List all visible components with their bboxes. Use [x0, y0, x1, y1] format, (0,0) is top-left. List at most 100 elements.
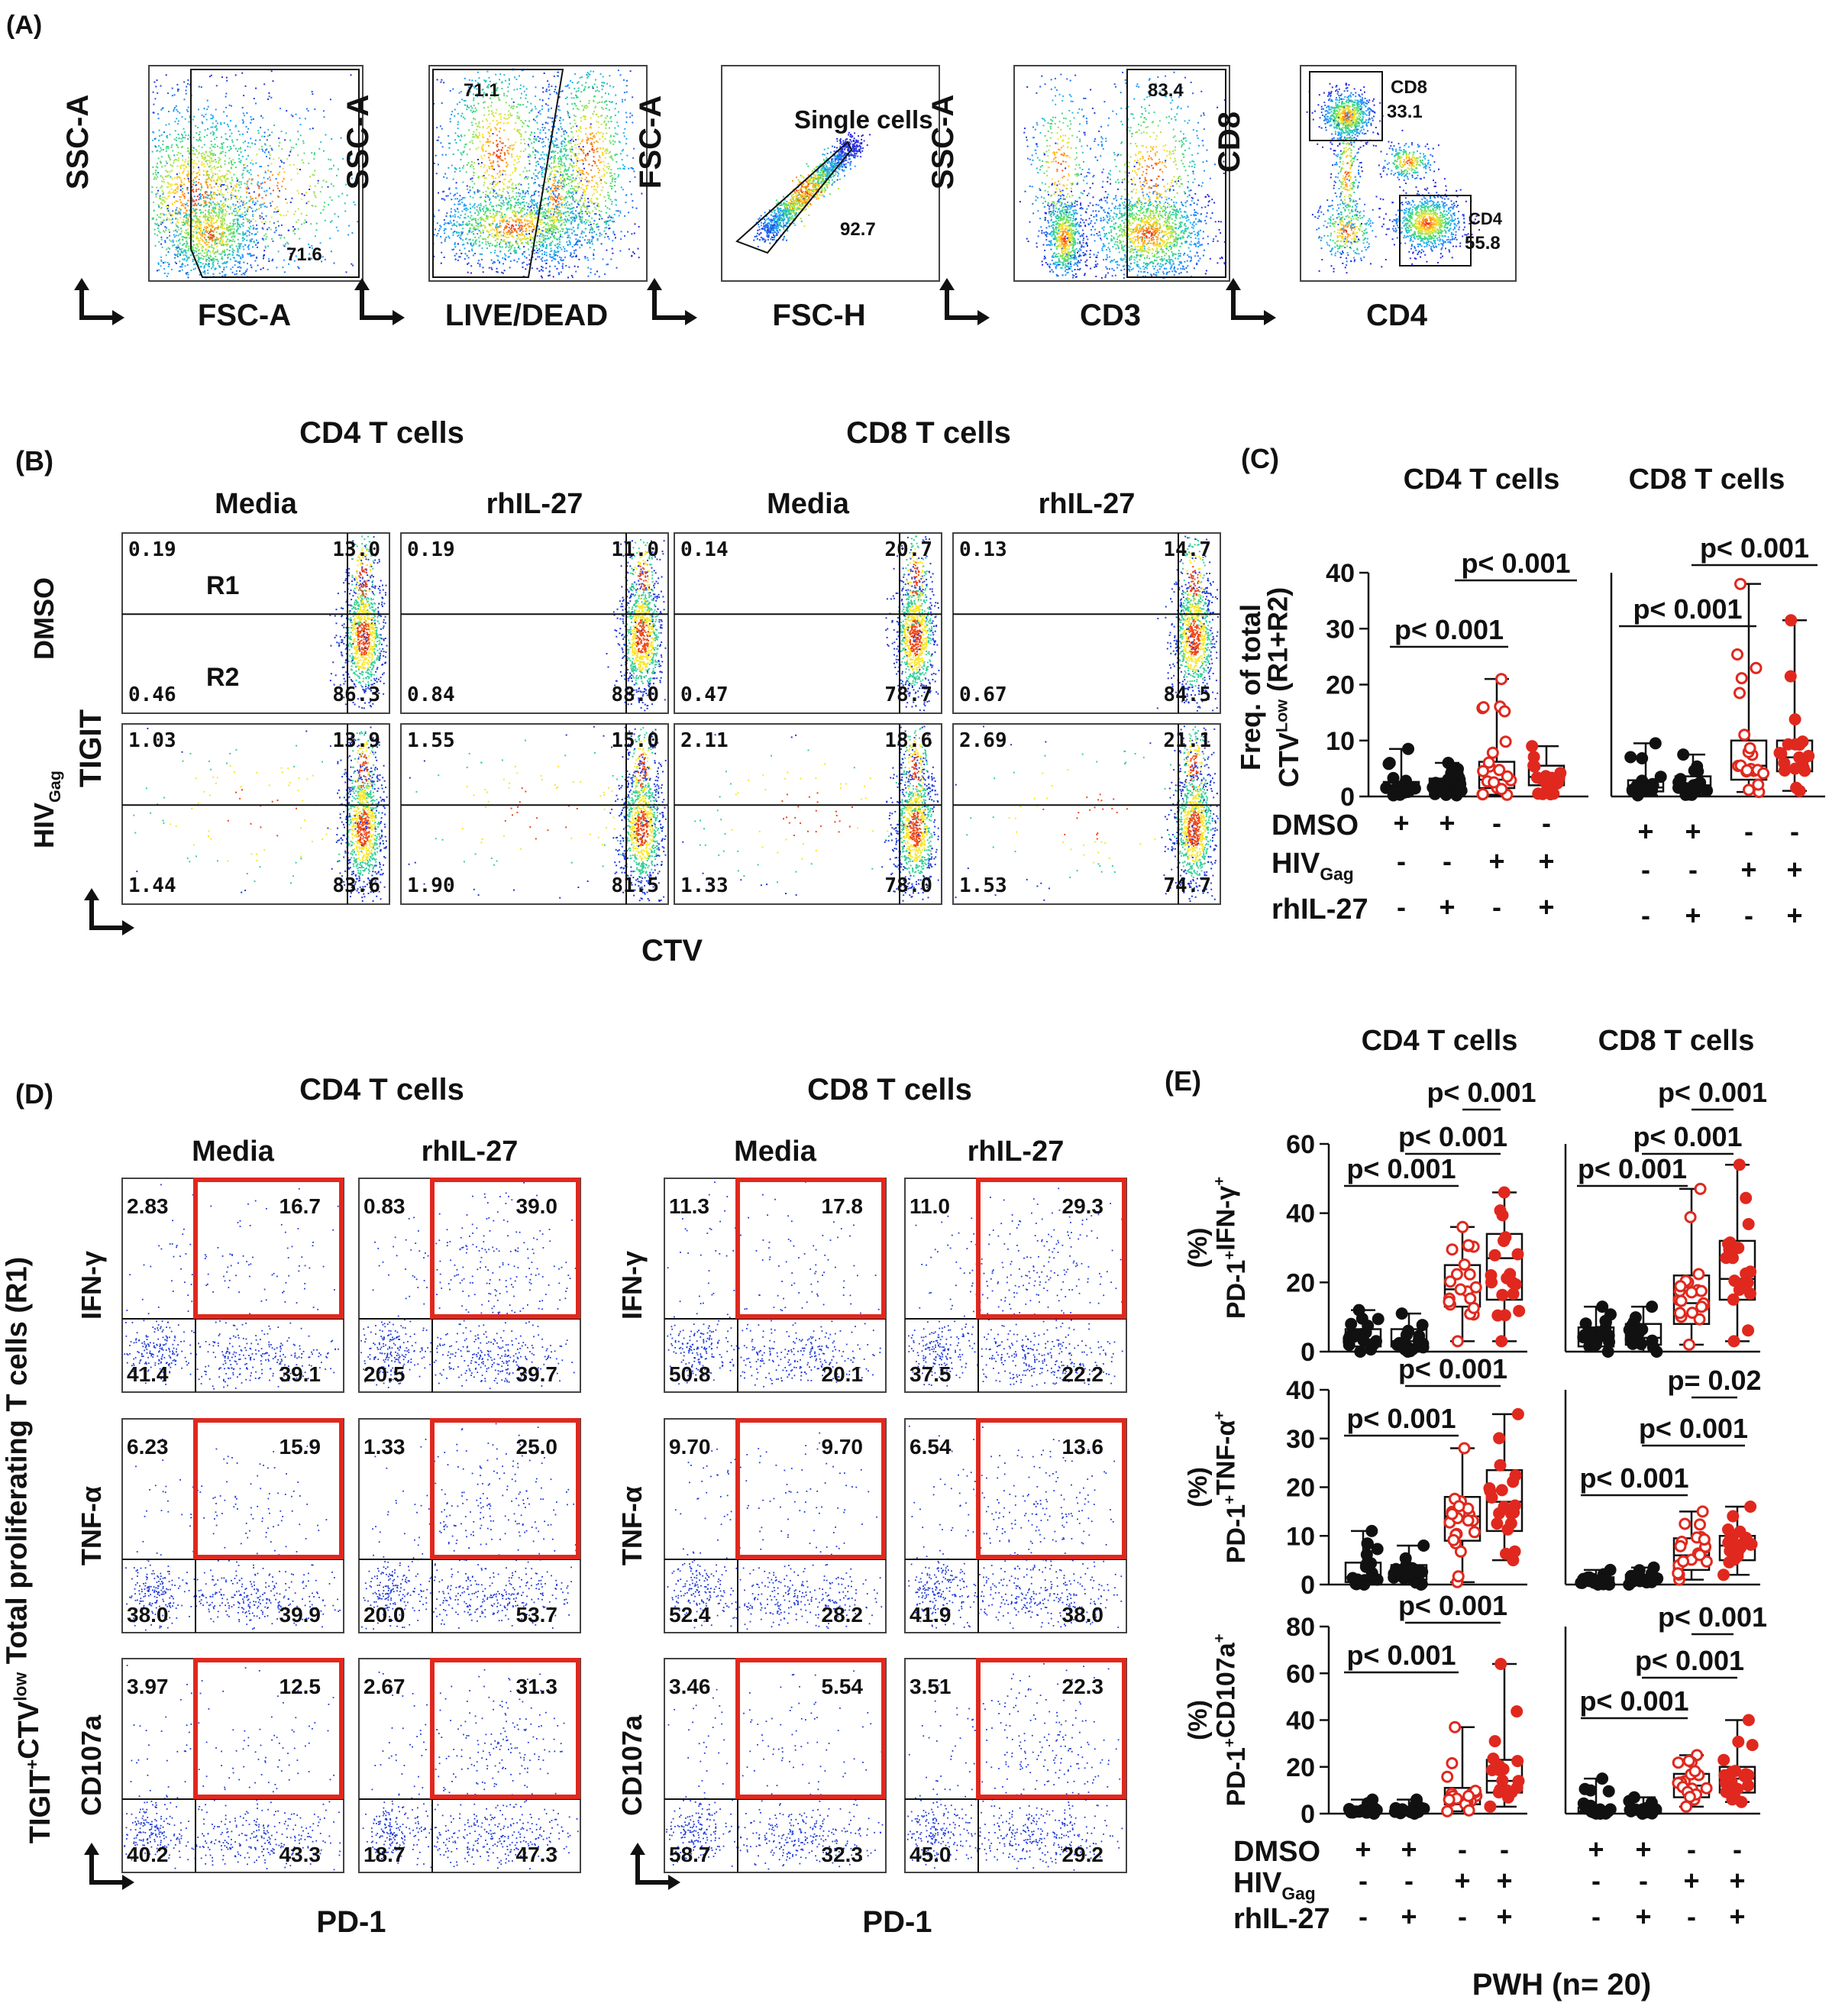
event-dot — [158, 157, 160, 159]
event-dot — [185, 159, 186, 160]
event-dot — [245, 86, 247, 87]
event-dot — [217, 123, 218, 124]
event-dot — [171, 269, 173, 270]
event-dot — [169, 192, 170, 193]
event-dot — [164, 165, 166, 166]
event-dot — [185, 118, 186, 120]
event-dot — [183, 164, 185, 166]
event-dot — [205, 129, 206, 131]
event-dot — [252, 202, 254, 203]
event-dot — [250, 170, 251, 171]
event-dot — [229, 129, 231, 131]
event-dot — [250, 137, 251, 139]
event-dot — [198, 253, 199, 254]
event-dot — [163, 268, 165, 270]
event-dot — [166, 214, 167, 215]
event-dot — [206, 119, 208, 121]
event-dot — [221, 143, 222, 144]
event-dot — [158, 118, 160, 119]
event-dot — [193, 137, 195, 138]
event-dot — [241, 174, 243, 176]
event-dot — [183, 168, 185, 170]
event-dot — [199, 259, 200, 260]
event-dot — [251, 208, 253, 209]
event-dot — [165, 176, 166, 177]
event-dot — [166, 160, 167, 162]
event-dot — [254, 144, 256, 145]
event-dot — [205, 151, 207, 153]
event-dot — [178, 229, 179, 231]
event-dot — [225, 175, 226, 176]
event-dot — [273, 80, 274, 82]
event-dot — [252, 201, 254, 202]
event-dot — [170, 171, 171, 173]
event-dot — [177, 186, 179, 188]
event-dot — [208, 160, 210, 161]
event-dot — [171, 170, 173, 171]
event-dot — [152, 140, 153, 141]
event-dot — [169, 240, 170, 241]
event-dot — [270, 202, 271, 204]
event-dot — [160, 176, 162, 177]
event-dot — [176, 191, 178, 192]
event-dot — [158, 145, 160, 147]
event-dot — [199, 199, 200, 200]
event-dot — [177, 210, 179, 212]
event-dot — [237, 233, 239, 234]
event-dot — [247, 165, 248, 166]
event-dot — [186, 90, 187, 92]
event-dot — [252, 225, 254, 227]
event-dot — [212, 153, 213, 154]
event-dot — [176, 154, 178, 156]
event-dot — [231, 160, 232, 162]
event-dot — [236, 177, 237, 179]
event-dot — [289, 151, 291, 153]
event-dot — [250, 119, 252, 121]
event-dot — [236, 215, 237, 216]
event-dot — [176, 241, 177, 242]
event-dot — [238, 154, 240, 156]
event-dot — [203, 170, 205, 172]
event-dot — [215, 121, 217, 122]
event-dot — [279, 190, 280, 192]
event-dot — [218, 160, 220, 161]
event-dot — [169, 157, 170, 158]
event-dot — [184, 131, 186, 133]
event-dot — [225, 215, 226, 217]
event-dot — [242, 134, 244, 135]
event-dot — [171, 189, 173, 190]
event-dot — [245, 167, 247, 169]
event-dot — [212, 210, 213, 212]
event-dot — [244, 212, 246, 213]
event-dot — [156, 187, 157, 189]
event-dot — [229, 245, 231, 247]
event-dot — [192, 150, 194, 151]
event-dot — [167, 195, 169, 197]
event-dot — [158, 204, 160, 205]
event-dot — [246, 196, 247, 198]
event-dot — [187, 111, 189, 112]
event-dot — [170, 219, 172, 221]
event-dot — [188, 179, 189, 181]
event-dot — [278, 137, 279, 139]
event-dot — [185, 134, 186, 136]
event-dot — [181, 231, 183, 233]
event-dot — [166, 176, 168, 177]
event-dot — [187, 83, 189, 85]
event-dot — [193, 116, 195, 118]
event-dot — [267, 178, 269, 179]
event-dot — [204, 273, 205, 274]
event-dot — [179, 217, 181, 218]
event-dot — [170, 164, 172, 166]
event-dot — [160, 265, 162, 267]
event-dot — [215, 161, 217, 163]
event-dot — [198, 182, 199, 183]
event-dot — [212, 117, 214, 118]
event-dot — [215, 144, 216, 145]
event-dot — [164, 202, 166, 203]
event-dot — [166, 276, 168, 277]
event-dot — [246, 158, 247, 160]
event-dot — [157, 92, 158, 94]
event-dot — [175, 212, 176, 213]
event-dot — [246, 126, 247, 128]
